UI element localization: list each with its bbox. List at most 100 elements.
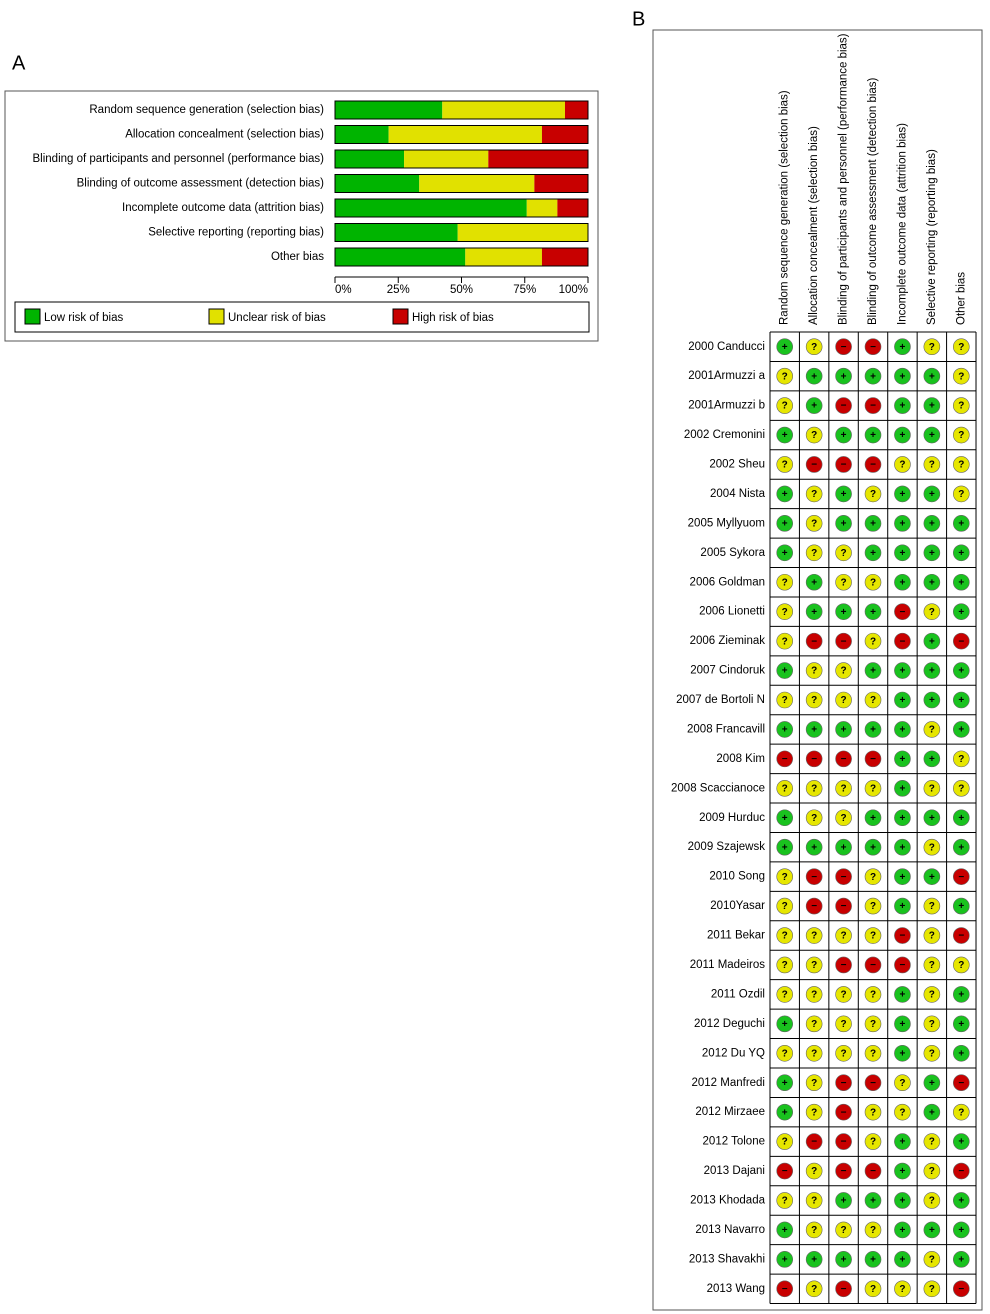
judgement-symbol: − [958, 1166, 964, 1177]
judgement-symbol: ? [841, 990, 847, 1001]
judgement-circle [952, 927, 970, 944]
judgement-circle [864, 750, 882, 768]
judgement-symbol: ? [958, 754, 964, 765]
judgement-symbol: + [929, 1078, 935, 1089]
judgement-symbol: + [958, 1255, 964, 1266]
judgement-symbol: + [811, 842, 817, 853]
judgement-symbol: − [811, 754, 817, 765]
judgement-circle [805, 515, 823, 532]
judgement-circle [805, 573, 823, 591]
judgement-symbol: + [900, 1137, 906, 1148]
judgement-circle [805, 1074, 823, 1092]
judgement-symbol: + [900, 1196, 906, 1207]
judgement-symbol: ? [782, 607, 788, 618]
judgement-circle [894, 691, 911, 709]
judgement-symbol: − [958, 636, 964, 647]
judgement-symbol: + [900, 401, 906, 412]
judgement-symbol: − [841, 1166, 847, 1177]
judgement-circle [805, 868, 823, 885]
judgement-circle [923, 897, 941, 915]
judgement-circle [952, 780, 970, 797]
judgement-symbol: ? [811, 342, 817, 353]
judgement-circle [952, 426, 970, 444]
judgement-symbol: ? [958, 401, 964, 412]
judgement-circle [864, 397, 882, 414]
judgement-circle [835, 367, 852, 385]
judgement-symbol: + [929, 754, 935, 765]
judgement-circle [864, 1074, 882, 1092]
study-label: 2012 Du YQ [702, 1047, 765, 1059]
study-label: 2010 Song [709, 871, 765, 883]
judgement-circle [864, 838, 882, 856]
judgement-circle [894, 721, 911, 738]
judgement-symbol: + [870, 371, 876, 382]
judgement-symbol: ? [841, 931, 847, 942]
judgement-symbol: + [900, 430, 906, 441]
judgement-circle [805, 691, 823, 709]
judgement-circle [923, 809, 941, 827]
judgement-circle [952, 573, 970, 591]
judgement-symbol: + [841, 1196, 847, 1207]
judgement-circle [864, 1103, 882, 1121]
judgement-symbol: ? [782, 960, 788, 971]
judgement-symbol: ? [929, 783, 935, 794]
judgement-symbol: − [811, 901, 817, 912]
judgement-circle [864, 426, 882, 444]
judgement-symbol: − [811, 460, 817, 471]
judgement-circle [923, 456, 941, 473]
judgement-symbol: ? [841, 1019, 847, 1030]
judgement-symbol: + [782, 342, 788, 353]
judgement-circle [835, 809, 852, 827]
judgement-circle [835, 780, 852, 797]
judgement-circle [952, 662, 970, 679]
bar-segment [526, 199, 558, 217]
judgement-symbol: + [958, 695, 964, 706]
judgement-circle [805, 750, 823, 768]
judgement-circle [864, 544, 882, 562]
judgement-symbol: + [958, 607, 964, 618]
judgement-symbol: + [870, 607, 876, 618]
bar-outline [334, 149, 589, 169]
judgement-circle [835, 632, 852, 650]
judgement-circle [835, 691, 852, 709]
judgement-symbol: ? [870, 1225, 876, 1236]
judgement-symbol: ? [958, 489, 964, 500]
judgement-circle [835, 338, 852, 356]
judgement-symbol: − [841, 754, 847, 765]
judgement-symbol: ? [811, 1019, 817, 1030]
judgement-symbol: ? [782, 371, 788, 382]
legend-label: Low risk of bias [44, 312, 124, 324]
judgement-circle [894, 927, 911, 944]
judgement-symbol: + [958, 577, 964, 588]
judgement-symbol: + [900, 666, 906, 677]
column-header: Allocation concealment (selection bias) [808, 126, 820, 325]
judgement-symbol: − [841, 342, 847, 353]
judgement-circle [776, 838, 794, 856]
judgement-symbol: + [900, 754, 906, 765]
study-label: 2012 Tolone [703, 1136, 765, 1148]
judgement-circle [835, 397, 852, 414]
judgement-symbol: ? [899, 1078, 905, 1089]
judgement-symbol: + [782, 842, 788, 853]
judgement-symbol: − [841, 1107, 847, 1118]
judgement-circle [835, 573, 852, 591]
judgement-symbol: − [870, 1078, 876, 1089]
judgement-circle [952, 1192, 970, 1209]
judgement-symbol: ? [870, 1137, 876, 1148]
judgement-circle [835, 1103, 852, 1121]
judgement-circle [894, 868, 911, 885]
judgement-symbol: ? [929, 842, 935, 853]
judgement-symbol: + [841, 842, 847, 853]
judgement-symbol: + [900, 548, 906, 559]
judgement-circle [952, 603, 970, 620]
judgement-circle [864, 632, 882, 650]
judgement-circle [805, 603, 823, 620]
study-label: 2009 Hurduc [699, 812, 765, 824]
study-label: 2001Armuzzi b [688, 400, 765, 412]
judgement-symbol: + [870, 725, 876, 736]
judgement-circle [894, 1015, 911, 1033]
study-label: 2005 Myllyuom [688, 517, 765, 529]
bar-segment [388, 125, 542, 144]
judgement-circle [923, 1221, 941, 1239]
category-label: Random sequence generation (selection bi… [89, 104, 324, 116]
